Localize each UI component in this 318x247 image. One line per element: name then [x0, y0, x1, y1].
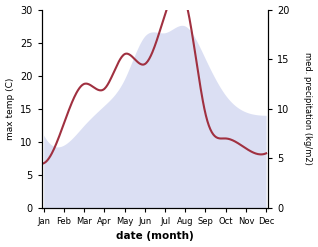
Y-axis label: med. precipitation (kg/m2): med. precipitation (kg/m2)	[303, 52, 313, 165]
X-axis label: date (month): date (month)	[116, 231, 194, 242]
Y-axis label: max temp (C): max temp (C)	[5, 78, 15, 140]
